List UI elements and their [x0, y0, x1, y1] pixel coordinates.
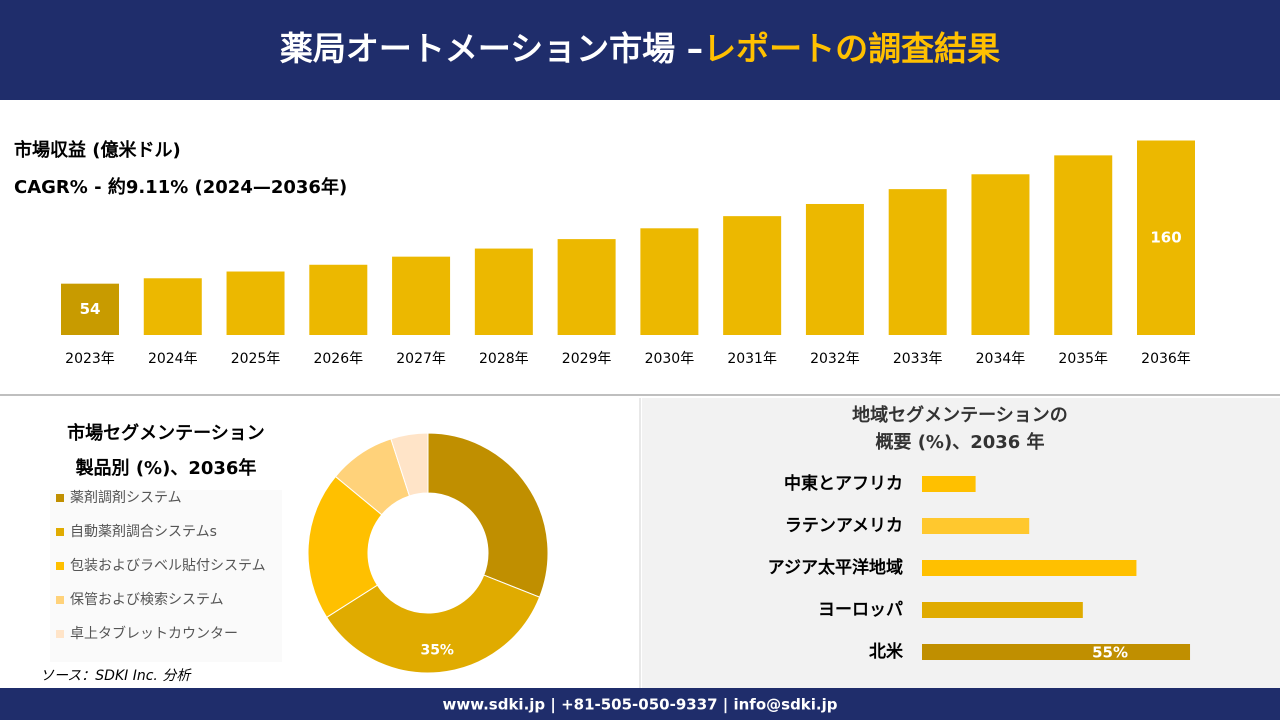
- legend-swatch: [56, 528, 64, 536]
- bar: [640, 228, 699, 335]
- x-tick-label: 2027年: [396, 351, 446, 367]
- legend-label: 自動薬剤調合システムs: [70, 524, 217, 540]
- x-tick-label: 2032年: [810, 351, 860, 367]
- chart-title: 市場セグメンテーション: [67, 422, 265, 444]
- source: ソース：SDKI Inc. 分析: [40, 668, 192, 684]
- x-tick-label: 2036年: [1141, 351, 1191, 367]
- bar: [1054, 155, 1113, 335]
- bar: [922, 518, 1030, 534]
- x-tick-label: 2025年: [231, 351, 281, 367]
- value-label: 160: [1150, 228, 1181, 246]
- x-tick-label: 2035年: [1058, 351, 1108, 367]
- x-tick-label: 2029年: [562, 351, 612, 367]
- legend-swatch: [56, 630, 64, 638]
- value-label: 55%: [1092, 644, 1128, 662]
- x-tick-label: 2030年: [645, 351, 695, 367]
- donut-slice: [325, 574, 541, 674]
- donut-slice: [427, 432, 549, 598]
- value-label: 35%: [420, 643, 454, 659]
- legend-label: 卓上タブレットカウンター: [70, 625, 238, 642]
- footer-bar: [0, 688, 1280, 720]
- y-tick-label: ヨーロッパ: [818, 600, 903, 620]
- legend-label: 包装およびラベル貼付システム: [70, 558, 266, 574]
- title-main: 薬局オートメーション市場 –: [280, 29, 703, 68]
- bar: [922, 644, 1191, 660]
- bar: [922, 560, 1137, 576]
- bar: [888, 189, 947, 335]
- page-title: 薬局オートメーション市場 –レポートの調査結果: [280, 29, 1000, 68]
- bar: [474, 248, 533, 335]
- legend-label: 薬剤調剤システム: [70, 490, 182, 506]
- y-tick-label: 北米: [869, 641, 904, 662]
- x-tick-label: 2033年: [893, 351, 943, 367]
- y-tick-label: 中東とアフリカ: [784, 473, 903, 494]
- bar: [922, 476, 976, 492]
- legend-swatch: [56, 562, 64, 570]
- legend-box: [50, 490, 282, 662]
- bar: [922, 602, 1083, 618]
- y-tick-label: アジア太平洋地域: [768, 557, 903, 578]
- bar: [1137, 140, 1195, 335]
- header-bar: [0, 0, 1280, 100]
- donut-slice: [307, 475, 383, 618]
- footer: www.sdki.jp | +81-505-050-9337 | info@sd…: [442, 696, 837, 715]
- bar: [557, 239, 616, 335]
- chart-title: 地域セグメンテーションの: [852, 404, 1068, 426]
- chart-title: 概要 (%)、2036 年: [875, 431, 1044, 453]
- x-tick-label: 2023年: [65, 351, 115, 367]
- x-tick-label: 2034年: [976, 351, 1026, 367]
- legend-swatch: [56, 596, 64, 604]
- region-panel: [642, 398, 1280, 688]
- donut-slice: [390, 432, 429, 497]
- bar: [971, 174, 1030, 335]
- bar: [61, 283, 119, 335]
- title-highlight: レポートの調査結果: [703, 29, 1000, 68]
- chart-title: 市場収益 (億米ドル): [14, 139, 181, 161]
- chart-title: 製品別 (%)、2036年: [75, 457, 257, 479]
- bar: [392, 256, 451, 335]
- bar: [723, 216, 782, 335]
- legend-swatch: [56, 494, 64, 502]
- y-tick-label: ラテンアメリカ: [785, 516, 903, 536]
- value-label: 54: [80, 300, 101, 318]
- bar: [143, 278, 202, 335]
- chart-subtitle: CAGR% - 約9.11% (2024—2036年): [14, 176, 347, 198]
- x-tick-label: 2028年: [479, 351, 529, 367]
- bar: [226, 271, 285, 335]
- legend-label: 保管および検索システム: [70, 591, 224, 608]
- x-tick-label: 2031年: [727, 351, 777, 367]
- bar: [805, 203, 864, 335]
- bar: [309, 264, 368, 335]
- x-tick-label: 2026年: [313, 351, 363, 367]
- x-tick-label: 2024年: [148, 351, 198, 367]
